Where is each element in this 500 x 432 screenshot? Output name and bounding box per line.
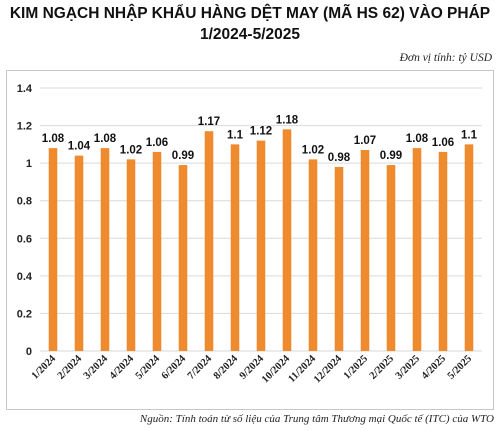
y-tick-label: 0.6 [17, 233, 32, 245]
y-tick-label: 0.8 [17, 196, 32, 208]
bar [100, 148, 110, 351]
x-tick-label: 2/2025 [368, 353, 396, 381]
x-tick-label: 3/2025 [394, 353, 422, 381]
data-label: 1.02 [120, 144, 142, 156]
x-tick-label: 7/2024 [186, 353, 215, 382]
bar [386, 165, 396, 351]
chart-title: KIM NGẠCH NHẬP KHẨU HÀNG DỆT MAY (MÃ HS … [0, 3, 500, 45]
bar [74, 155, 84, 351]
x-tick-label: 10/2024 [260, 353, 293, 386]
data-label: 1.08 [94, 133, 117, 145]
bar [48, 148, 58, 351]
data-label: 1.18 [276, 114, 299, 126]
bar [334, 166, 344, 351]
x-tick-label: 1/2024 [30, 353, 59, 382]
bar [282, 129, 292, 351]
x-tick-label: 8/2024 [212, 353, 241, 382]
data-label: 1.12 [250, 126, 272, 138]
x-tick-label: 4/2025 [420, 353, 448, 381]
data-label: 0.99 [172, 150, 194, 162]
y-tick-label: 1.4 [17, 83, 33, 95]
data-label: 1.02 [302, 144, 324, 156]
y-tick-label: 0.2 [17, 308, 32, 320]
bar [152, 151, 162, 351]
x-tick-label: 2/2024 [56, 353, 85, 382]
chart-title-line-1: KIM NGẠCH NHẬP KHẨU HÀNG DỆT MAY (MÃ HS … [9, 5, 491, 22]
data-label: 1.1 [227, 129, 244, 141]
data-label: 1.1 [461, 129, 478, 141]
data-label: 1.06 [146, 137, 168, 149]
data-label: 1.08 [42, 133, 65, 145]
data-label: 1.17 [198, 116, 220, 128]
y-tick-label: 0 [26, 346, 32, 358]
data-label: 0.98 [328, 152, 351, 164]
bar [230, 144, 240, 351]
data-label: 1.07 [354, 135, 376, 147]
data-label: 0.99 [380, 150, 402, 162]
source-note: Nguồn: Tính toán từ số liệu của Trung tâ… [139, 413, 494, 425]
bar [308, 159, 318, 351]
bar [126, 159, 136, 351]
y-tick-label: 1.2 [17, 121, 32, 133]
chart-title-line-2: 1/2024-5/2025 [200, 26, 300, 43]
bar-chart: 0 0.2 0.4 0.6 0.8 1 1.2 1.4 1.08 1/2024 1.04 2/2024… [17, 83, 482, 386]
bar [204, 131, 214, 351]
chart-frame [6, 70, 494, 410]
unit-label: Đơn vị tính: tỷ USD [399, 52, 492, 64]
data-label: 1.04 [68, 141, 91, 153]
bar [464, 144, 474, 351]
x-tick-label: 1/2025 [342, 353, 370, 381]
bar [360, 149, 370, 351]
y-tick-label: 1 [26, 158, 32, 170]
x-tick-label: 12/2024 [312, 353, 345, 386]
bar [256, 140, 266, 351]
bar [438, 151, 448, 351]
data-label: 1.06 [432, 137, 454, 149]
x-tick-label: 5/2025 [446, 353, 474, 381]
x-tick-label: 4/2024 [108, 353, 137, 382]
bar [412, 148, 422, 351]
y-tick-label: 0.4 [17, 271, 33, 283]
x-tick-label: 6/2024 [160, 353, 189, 382]
x-tick-label: 3/2024 [82, 353, 111, 382]
bar [178, 165, 188, 351]
data-label: 1.08 [406, 133, 429, 145]
x-tick-label: 5/2024 [134, 353, 163, 382]
